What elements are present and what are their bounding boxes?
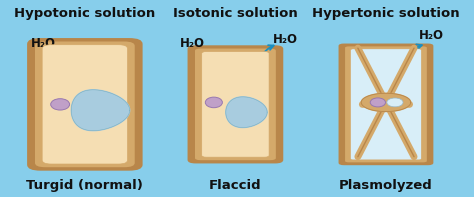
- Polygon shape: [361, 93, 410, 112]
- FancyBboxPatch shape: [42, 45, 128, 164]
- FancyBboxPatch shape: [34, 41, 136, 168]
- Ellipse shape: [51, 99, 70, 110]
- FancyBboxPatch shape: [27, 38, 143, 171]
- Ellipse shape: [205, 97, 222, 108]
- Ellipse shape: [370, 98, 385, 107]
- Text: Hypertonic solution: Hypertonic solution: [312, 7, 460, 20]
- FancyBboxPatch shape: [194, 48, 276, 161]
- Text: H₂O: H₂O: [273, 33, 298, 46]
- Text: H₂O: H₂O: [419, 29, 443, 42]
- Text: Plasmolyzed: Plasmolyzed: [339, 179, 433, 192]
- Text: Turgid (normal): Turgid (normal): [27, 179, 143, 192]
- FancyBboxPatch shape: [351, 49, 421, 160]
- Polygon shape: [71, 90, 130, 131]
- Text: H₂O: H₂O: [30, 37, 55, 50]
- Text: Hypotonic solution: Hypotonic solution: [14, 7, 155, 20]
- FancyBboxPatch shape: [188, 45, 283, 164]
- Ellipse shape: [387, 98, 403, 107]
- Polygon shape: [226, 97, 267, 127]
- FancyBboxPatch shape: [345, 46, 428, 163]
- Text: Flaccid: Flaccid: [209, 179, 262, 192]
- Text: Isotonic solution: Isotonic solution: [173, 7, 298, 20]
- FancyBboxPatch shape: [202, 52, 269, 157]
- Text: H₂O: H₂O: [180, 37, 205, 50]
- FancyBboxPatch shape: [338, 44, 433, 165]
